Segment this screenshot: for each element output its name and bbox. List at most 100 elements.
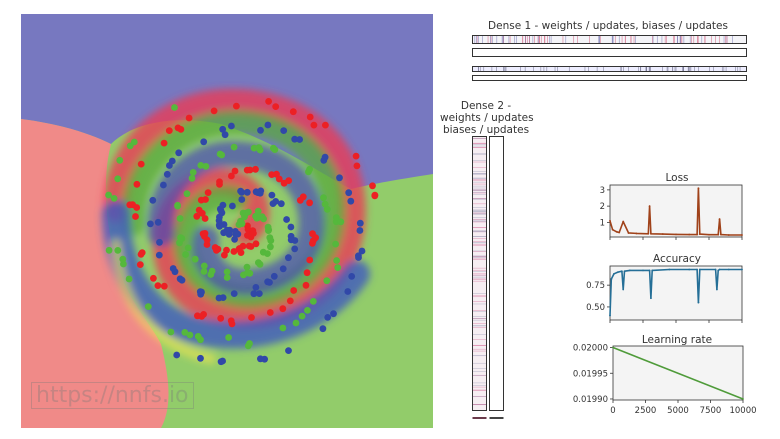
data-point-green	[256, 260, 264, 268]
data-point-green	[218, 151, 226, 159]
data-point	[741, 268, 743, 271]
dense2-canvas	[472, 136, 504, 419]
data-point	[615, 230, 618, 233]
data-point-green	[292, 319, 300, 327]
data-point-red	[133, 204, 141, 211]
data-point-blue	[324, 314, 332, 321]
data-point	[650, 297, 652, 300]
data-point-red	[228, 320, 236, 328]
data-point-blue	[356, 219, 364, 227]
data-point-green	[188, 174, 196, 182]
data-point-blue	[225, 230, 233, 238]
data-point-red	[203, 241, 211, 248]
data-point-red	[199, 230, 207, 238]
data-point-green	[271, 146, 279, 154]
data-point-red	[132, 213, 139, 220]
data-point-green	[323, 277, 331, 285]
data-point-blue	[291, 237, 299, 244]
data-point-blue	[219, 201, 227, 209]
data-point-red	[177, 126, 185, 133]
dense2-weight-updates-bar	[489, 136, 504, 411]
region-red	[21, 119, 169, 428]
data-point-green	[184, 244, 192, 252]
data-point-red	[185, 114, 193, 122]
data-point-red	[252, 240, 260, 248]
data-point-blue	[229, 202, 236, 210]
data-point-blue	[221, 131, 229, 139]
data-point-blue	[348, 273, 356, 280]
data-point	[617, 271, 619, 273]
data-point-green	[333, 257, 340, 264]
data-point	[623, 270, 626, 273]
data-point-red	[154, 282, 162, 289]
data-point-red	[290, 287, 298, 294]
data-point-green	[304, 307, 311, 314]
y-tick-label: 0.01995	[573, 369, 608, 379]
data-point	[613, 272, 615, 275]
data-point-red	[299, 193, 307, 201]
data-point-blue	[280, 127, 288, 134]
data-point-blue	[283, 216, 290, 223]
data-point-red	[194, 312, 201, 320]
data-point-blue	[257, 355, 264, 363]
data-point-red	[275, 175, 283, 183]
data-point	[642, 269, 644, 272]
data-point	[696, 268, 699, 271]
data-point-green	[105, 246, 113, 254]
data-point	[697, 187, 700, 190]
data-point-green	[230, 143, 238, 151]
decision-boundary-canvas	[21, 14, 433, 428]
data-point	[717, 233, 720, 236]
data-point-blue	[156, 238, 163, 246]
data-point-blue	[266, 279, 273, 286]
data-point-red	[285, 177, 293, 185]
data-point-blue	[147, 220, 154, 228]
data-point-blue	[197, 354, 204, 362]
data-point-green	[114, 247, 122, 254]
data-point-blue	[149, 196, 157, 204]
data-point	[648, 205, 651, 208]
dense1-weights-bar	[472, 35, 747, 44]
data-point-green	[202, 163, 210, 170]
data-point-green	[334, 264, 342, 271]
data-point-red	[126, 201, 134, 209]
y-tick-label: 0.75	[586, 281, 605, 291]
y-tick-label: 3	[600, 186, 605, 196]
data-point-red	[165, 127, 173, 134]
data-point-blue	[257, 126, 264, 134]
data-point-green	[176, 215, 184, 222]
data-point-red	[266, 309, 274, 316]
plot-area	[609, 265, 743, 321]
data-point-blue	[296, 136, 303, 143]
data-point-blue	[287, 223, 295, 231]
data-point-red	[243, 166, 251, 174]
dense2-title-line1: Dense 2 -	[460, 100, 512, 112]
data-point	[698, 233, 701, 235]
data-point-red	[150, 274, 157, 282]
data-point-red	[137, 251, 145, 258]
data-point	[718, 268, 721, 271]
data-point-green	[337, 218, 345, 226]
data-point-blue	[196, 288, 204, 296]
data-point-green	[223, 268, 231, 276]
data-point-red	[248, 314, 255, 321]
dense1-canvas	[472, 35, 747, 81]
data-point	[661, 233, 664, 235]
data-point	[648, 269, 651, 272]
loss-chart-canvas: 1 2 3	[600, 184, 743, 240]
data-point-blue	[255, 290, 263, 297]
data-point-blue	[356, 227, 364, 234]
data-point-green	[183, 190, 191, 198]
data-point-green	[126, 142, 134, 150]
data-point-blue	[154, 218, 162, 226]
dense1-heatmaps	[472, 35, 748, 85]
data-point-green	[177, 234, 185, 242]
data-point-green	[309, 298, 317, 305]
data-point-green	[267, 243, 274, 251]
data-point-green	[167, 328, 175, 336]
data-point-red	[237, 249, 245, 256]
data-point-red	[160, 282, 168, 290]
data-point-blue	[321, 153, 329, 161]
data-point-green	[189, 169, 197, 176]
dense1-title: Dense 1 - weights / updates, biases / up…	[488, 20, 728, 32]
